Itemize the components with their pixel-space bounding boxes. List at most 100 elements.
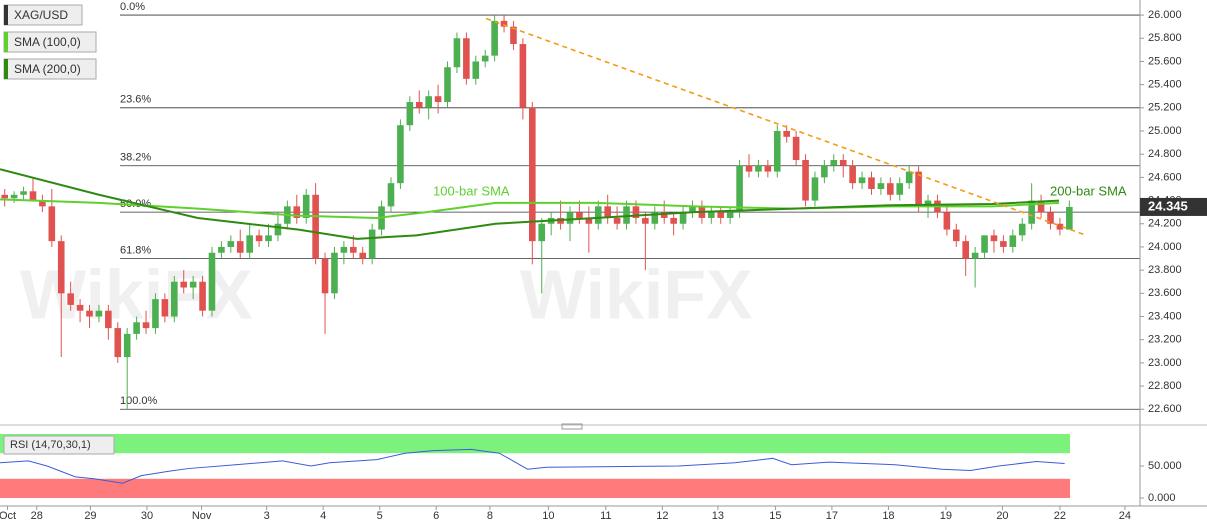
candle-body [29,191,37,201]
candle-body [1047,212,1054,224]
candle-body [481,55,489,62]
candle-body [491,20,498,56]
candle-body [331,252,338,294]
x-tick-label: 19 [940,510,952,522]
candle-body [425,96,432,108]
candle-body [811,177,819,201]
candle-body [868,177,875,189]
candle-body [57,241,65,294]
x-tick-label: 17 [826,510,838,522]
candle-body [1000,241,1007,247]
x-tick-label: 12 [656,510,668,522]
candle-body [95,310,103,317]
rsi-tick-label: 0.000 [1148,492,1176,504]
candle-body [755,165,762,172]
sma-line [0,198,1060,219]
candle-body [679,212,687,224]
candle-body [236,241,244,253]
x-tick-label: 29 [84,510,96,522]
x-tick-label: 18 [882,510,894,522]
rsi-overbought-zone [0,434,1070,454]
y-tick-label: 25.600 [1148,55,1182,67]
candle-body [783,131,790,137]
y-tick-label: 22.600 [1148,403,1182,415]
candle-body [387,183,395,207]
candle-body [472,61,480,79]
y-tick-label: 25.200 [1148,102,1182,114]
candle-body [962,241,969,259]
candle-body [463,38,470,79]
candle-body [689,206,696,213]
x-tick-label: 24 [1119,510,1131,522]
candle-body [368,229,376,259]
candle-body [76,304,84,311]
candle-body [227,241,235,247]
fib-label: 61.8% [120,244,151,256]
fib-label: 0.0% [120,1,145,13]
candle-body [1,194,9,199]
x-tick-label: 28 [31,510,43,522]
candle-body [792,136,800,160]
y-tick-label: 25.000 [1148,125,1182,137]
candle-body [802,159,809,201]
candle-body [444,67,451,103]
candle-body [576,212,583,218]
candle-body [651,212,659,224]
price-tag-label: 24.345 [1148,198,1188,213]
candle-body [123,333,131,358]
candle-body [321,258,329,294]
candle-body [990,235,998,242]
y-tick-label: 25.800 [1148,32,1182,44]
watermark: WikiFX [520,255,753,333]
price-tag [1140,197,1207,216]
legend-indicator: SMA (100,0) [14,35,81,49]
panel-grip [561,423,583,430]
legend-indicator: SMA (200,0) [14,62,81,76]
candle-body [708,212,715,218]
candle-body [1037,200,1045,213]
candle-body [199,281,206,311]
candle-body [632,206,640,218]
candle-body [397,125,404,184]
y-tick-label: 22.800 [1148,380,1182,392]
candle-body [821,165,828,178]
candle-body [915,171,922,207]
candle-body [302,194,310,218]
candle-body [161,299,169,317]
candle-body [142,322,150,329]
candle-body [877,183,885,189]
candle-body [623,206,630,224]
y-tick-label: 26.000 [1148,9,1182,21]
sma-annotation: 200-bar SMA [1050,183,1127,198]
candle-body [500,20,508,27]
fib-label: 23.6% [120,94,151,106]
candle-body [359,252,367,259]
candle-body [171,281,178,317]
candle-body [736,165,743,213]
candle-body [594,206,602,224]
x-tick-label: 11 [600,510,611,522]
x-tick-label: 13 [712,510,724,522]
sma-line [0,168,1060,240]
candle-body [971,252,979,259]
candle-body [20,191,27,195]
legend-swatch [4,32,8,52]
candle-body [189,281,197,288]
candle-body [830,159,838,166]
candle-body [905,171,913,184]
x-tick-label: 15 [769,510,781,522]
candle-body [246,235,253,253]
y-tick-label: 23.800 [1148,264,1182,276]
candle-body [858,177,866,184]
y-tick-label: 23.400 [1148,310,1182,322]
y-tick-label: 24.200 [1148,218,1182,230]
candle-body [255,235,263,242]
rsi-oversold-zone [0,478,1070,498]
candle-body [1009,235,1017,247]
price-panel: WikiFX WikiFX0.0%23.6%38.2%50.0%61.8%100.… [0,1,1140,410]
x-tick-label: 3 [264,510,270,522]
candle-body [1028,200,1035,224]
candle-body [717,212,725,218]
x-tick-label: Nov [192,510,212,522]
